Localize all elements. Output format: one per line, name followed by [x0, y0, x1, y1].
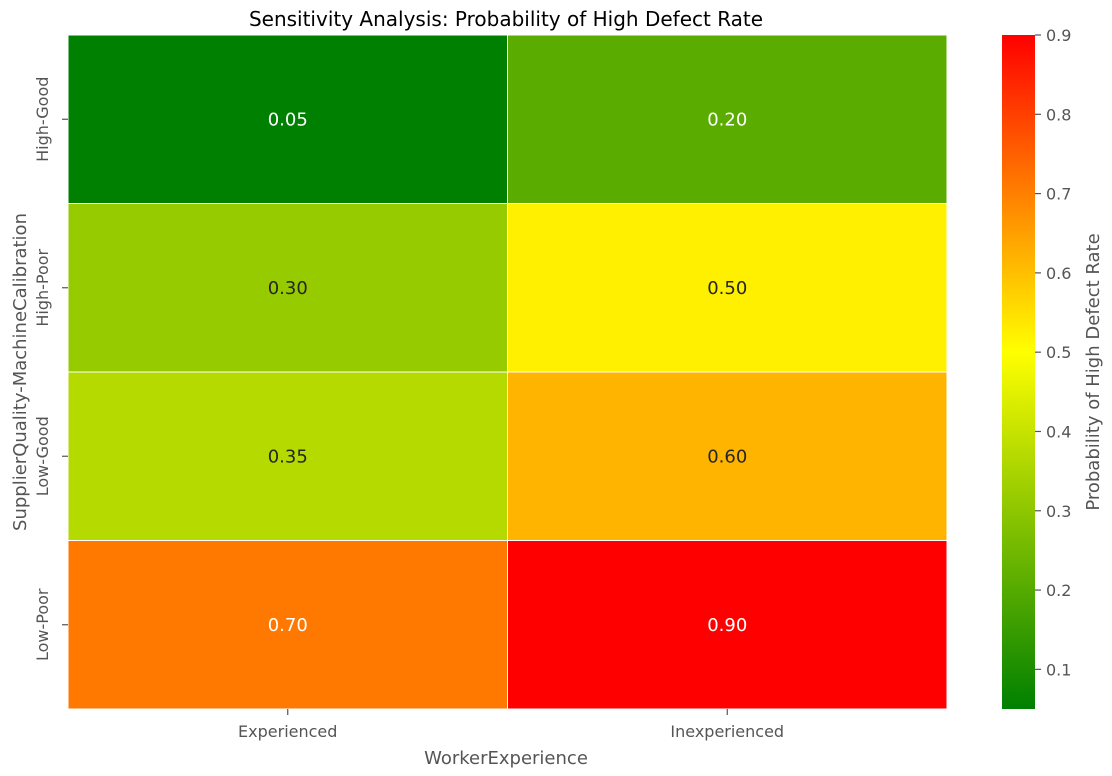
- heatmap-cell: [507, 540, 948, 710]
- colorbar-tick-label: 0.9: [1046, 26, 1071, 45]
- chart-title: Sensitivity Analysis: Probability of Hig…: [249, 7, 763, 31]
- heatmap-cells: [67, 34, 948, 710]
- x-axis-label: WorkerExperience: [424, 748, 588, 769]
- cell-value-label: 0.30: [268, 278, 308, 299]
- heatmap-cell: [67, 540, 508, 710]
- colorbar-tick-label: 0.6: [1046, 264, 1071, 283]
- x-axis-ticks: Experienced Inexperienced: [238, 709, 784, 741]
- heatmap-cell: [67, 34, 508, 204]
- y-tick-label: High-Good: [33, 77, 52, 162]
- heatmap-cell-labels: 0.05 0.20 0.30 0.50 0.35 0.60 0.70 0.90: [268, 109, 748, 636]
- y-tick-label: High-Poor: [33, 248, 52, 326]
- cell-value-label: 0.05: [268, 109, 308, 130]
- colorbar-tick-label: 0.4: [1046, 422, 1071, 441]
- y-axis-ticks: High-Good High-Poor Low-Good Low-Poor: [33, 77, 68, 661]
- colorbar-label: Probability of High Defect Rate: [1083, 233, 1104, 510]
- colorbar-tick-label: 0.8: [1046, 105, 1071, 124]
- x-tick-label: Experienced: [238, 722, 337, 741]
- cell-value-label: 0.90: [707, 615, 747, 636]
- colorbar-ticks: 0.1 0.2 0.3 0.4 0.5 0.6 0.7 0.8 0.9: [1035, 26, 1071, 679]
- y-tick-label: Low-Good: [33, 416, 52, 496]
- y-tick-label: Low-Poor: [33, 588, 52, 661]
- cell-value-label: 0.20: [707, 109, 747, 130]
- colorbar: [1002, 35, 1035, 709]
- heatmap-cell: [507, 371, 948, 541]
- x-tick-label: Inexperienced: [670, 722, 784, 741]
- cell-value-label: 0.50: [707, 278, 747, 299]
- heatmap-cell: [67, 203, 508, 373]
- y-axis-label: SupplierQuality-MachineCalibration: [10, 213, 31, 531]
- heatmap-cell: [67, 371, 508, 541]
- cell-value-label: 0.70: [268, 615, 308, 636]
- heatmap-cell: [507, 203, 948, 373]
- cell-value-label: 0.35: [268, 446, 308, 467]
- colorbar-tick-label: 0.5: [1046, 343, 1071, 362]
- heatmap-cell: [507, 34, 948, 204]
- colorbar-tick-label: 0.2: [1046, 581, 1071, 600]
- colorbar-tick-label: 0.3: [1046, 502, 1071, 521]
- cell-value-label: 0.60: [707, 446, 747, 467]
- colorbar-tick-label: 0.1: [1046, 660, 1071, 679]
- colorbar-tick-label: 0.7: [1046, 185, 1071, 204]
